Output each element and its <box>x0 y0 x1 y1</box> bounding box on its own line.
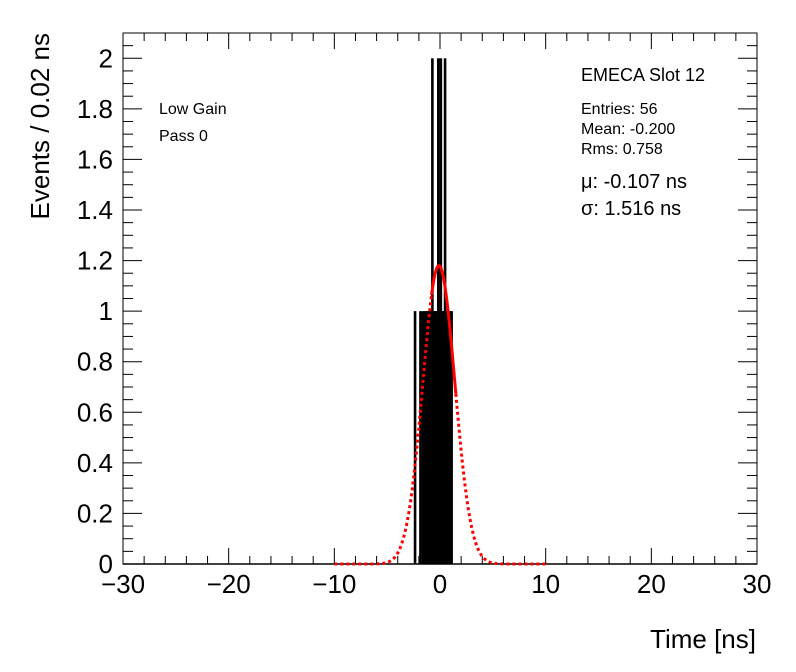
axis-ticks <box>122 32 758 565</box>
fit-curve-solid <box>430 264 458 395</box>
y-tick-label: 2 <box>99 43 113 73</box>
x-tick-label: −10 <box>312 569 356 599</box>
histogram-bin-25 <box>447 311 451 564</box>
histogram-bin-24 <box>446 311 449 564</box>
histogram-bin-27 <box>450 311 453 564</box>
fit-curve-dotted-right <box>454 393 546 566</box>
pass-label: Pass 0 <box>159 128 208 145</box>
fit-curve-dotted-left <box>334 295 434 566</box>
y-tick-label: 1.8 <box>77 94 113 124</box>
histogram-bin-0 <box>413 311 417 564</box>
x-axis-label: Time [ns] <box>650 624 756 654</box>
y-tick-label: 1.6 <box>77 144 113 174</box>
y-tick-label: 1 <box>99 296 113 326</box>
y-tick-label: 0.8 <box>77 347 113 377</box>
stat-mu: μ: -0.107 ns <box>581 171 687 193</box>
y-tick-label: 0.2 <box>77 498 113 528</box>
y-axis-label: Events / 0.02 ns <box>25 33 55 219</box>
histogram-bin-2 <box>421 311 425 564</box>
stat-sigma: σ: 1.516 ns <box>581 198 681 220</box>
x-tick-label: 10 <box>531 569 560 599</box>
x-tick-label: 20 <box>637 569 666 599</box>
x-tick-label: 30 <box>743 569 772 599</box>
stat-rms: Rms: 0.758 <box>581 141 663 158</box>
x-tick-label: −20 <box>207 569 251 599</box>
y-tick-label: 0 <box>99 549 113 579</box>
stat-mean: Mean: -0.200 <box>581 121 675 138</box>
chart-title: EMECA Slot 12 <box>581 65 705 85</box>
x-tick-label: −30 <box>101 569 145 599</box>
gain-label: Low Gain <box>159 101 227 118</box>
histogram-bin-1 <box>419 311 422 564</box>
y-tick-label: 0.6 <box>77 397 113 427</box>
axis-tick-labels: −30 −20 −10 0 10 20 30 0 0.2 0.4 0.6 0.8 1 1.2 1.4 1.6 1… <box>77 43 772 599</box>
y-tick-label: 1.4 <box>77 195 113 225</box>
y-tick-label: 1.2 <box>77 246 113 276</box>
y-tick-label: 0.4 <box>77 448 113 478</box>
gaussian-fit-curve <box>334 264 546 566</box>
x-tick-label: 0 <box>433 569 447 599</box>
stat-entries: Entries: 56 <box>581 101 658 118</box>
